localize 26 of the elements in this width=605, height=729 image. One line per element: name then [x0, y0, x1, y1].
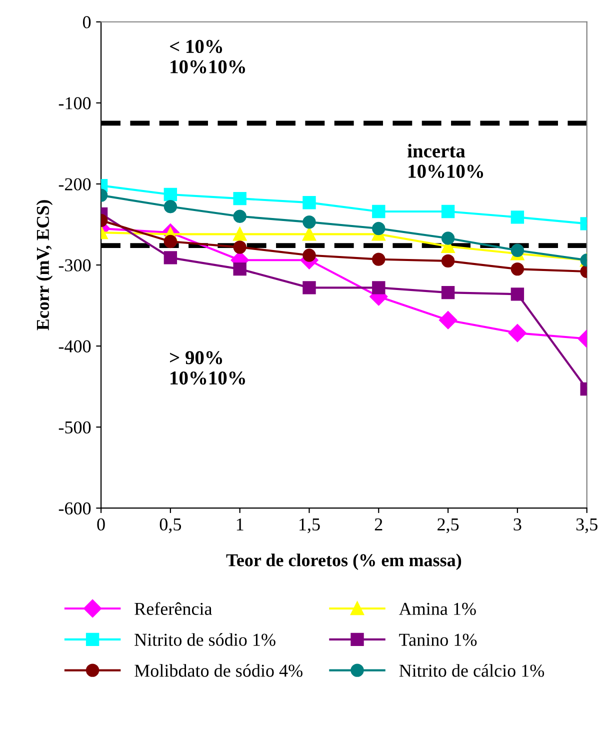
x-tick-label: 1,5: [300, 518, 320, 534]
y-tick-label: 0: [82, 16, 91, 28]
annotation: > 90% 10%10%: [170, 351, 246, 385]
legend-label: Molibdato de sódio 4%: [134, 664, 302, 677]
x-tick-label: 3: [514, 518, 522, 531]
y-tick-label: -100: [58, 97, 91, 110]
y-tick-label: -600: [58, 502, 91, 515]
y-tick-label: -300: [58, 259, 91, 272]
x-tick-label: 0: [97, 518, 105, 531]
x-tick-label: 2,5: [438, 518, 459, 534]
y-tick-label: -500: [58, 421, 91, 434]
y-tick-label: -200: [58, 178, 91, 190]
legend-label: Nitrito de sódio 1%: [134, 633, 276, 646]
legend-label: Referência: [134, 602, 212, 615]
y-axis-title: Ecorr (mV, ECS): [36, 200, 53, 330]
y-tick-label: -400: [58, 340, 91, 352]
x-axis-title: Teor de cloretos (% em massa): [226, 554, 462, 570]
x-tick-label: 2: [374, 518, 382, 530]
legend-label: Nitrito de cálcio 1%: [399, 664, 544, 677]
annotation: < 10% 10%10%: [170, 40, 246, 74]
x-tick-label: 3,5: [576, 518, 598, 534]
annotation: incerta 10%10%: [408, 144, 484, 178]
x-tick-label: 1: [236, 518, 244, 530]
legend-label: Amina 1%: [398, 602, 476, 616]
x-tick-label: 0,5: [160, 518, 182, 534]
legend-label: Tanino 1%: [399, 634, 477, 646]
